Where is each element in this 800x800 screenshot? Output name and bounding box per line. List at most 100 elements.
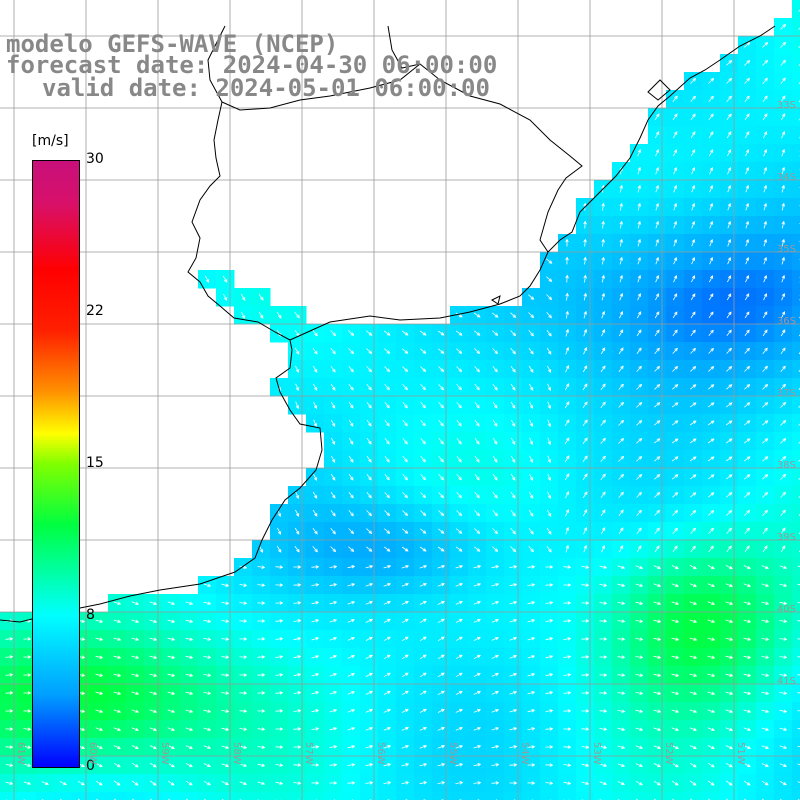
wind-arrow xyxy=(241,311,246,319)
wind-arrow xyxy=(763,166,768,175)
wind-arrow xyxy=(545,583,554,587)
wind-arrow xyxy=(636,474,643,480)
wind-arrow xyxy=(745,149,750,157)
wind-arrow xyxy=(113,745,121,750)
wind-arrow xyxy=(565,274,569,283)
wind-arrow xyxy=(23,781,32,785)
wind-arrow xyxy=(456,455,462,463)
wind-arrow xyxy=(583,238,587,247)
wind-arrow xyxy=(655,167,660,175)
wind-arrow xyxy=(617,727,626,731)
wind-arrow xyxy=(691,257,696,265)
lon-label: 56W xyxy=(375,742,386,765)
wind-arrow xyxy=(726,492,733,498)
wind-arrow xyxy=(312,365,318,373)
wind-arrow xyxy=(383,600,391,605)
wind-arrow xyxy=(797,781,800,783)
wind-arrow xyxy=(655,293,660,301)
wind-arrow xyxy=(366,401,372,409)
wind-arrow xyxy=(203,780,211,786)
wind-arrow xyxy=(761,709,770,713)
wind-arrow xyxy=(671,456,679,462)
wind-arrow xyxy=(780,509,786,516)
wind-arrow xyxy=(743,565,751,570)
wind-arrow xyxy=(131,655,140,659)
wind-arrow xyxy=(366,528,373,534)
wind-arrow xyxy=(348,455,354,463)
wind-arrow xyxy=(565,544,569,553)
wind-arrow xyxy=(743,619,752,623)
wind-arrow xyxy=(744,365,751,372)
wind-arrow xyxy=(311,745,320,749)
wind-arrow xyxy=(402,348,409,354)
wind-arrow xyxy=(689,438,697,444)
wind-arrow xyxy=(708,293,714,301)
wind-arrow xyxy=(654,420,661,426)
wind-arrow xyxy=(437,708,445,713)
wind-arrow xyxy=(707,474,715,480)
wind-arrow xyxy=(637,274,642,283)
wind-arrow xyxy=(600,473,606,480)
wind-arrow xyxy=(619,292,624,301)
wind-arrow xyxy=(599,763,608,767)
wind-speed-cell xyxy=(360,792,379,800)
wind-arrow xyxy=(725,402,733,408)
wind-arrow xyxy=(653,619,662,623)
wind-arrow xyxy=(780,41,787,48)
wind-arrow xyxy=(402,492,408,499)
wind-arrow xyxy=(565,526,570,535)
wind-speed-cell xyxy=(792,234,800,253)
wind-speed-cell xyxy=(432,792,451,800)
wind-speed-cell xyxy=(558,792,577,800)
wind-arrow xyxy=(330,419,336,427)
wind-speed-cell xyxy=(270,792,289,800)
wind-arrow xyxy=(437,781,446,785)
wind-arrow xyxy=(743,601,752,605)
wind-arrow xyxy=(600,527,606,535)
wind-arrow xyxy=(23,691,32,695)
wind-arrow xyxy=(239,781,248,786)
wind-arrow xyxy=(527,655,536,659)
wind-arrow xyxy=(401,330,409,336)
wind-arrow xyxy=(312,509,318,517)
wind-arrow xyxy=(510,330,517,337)
wind-arrow xyxy=(221,655,230,659)
wind-arrow xyxy=(23,673,32,677)
wind-arrow xyxy=(527,583,536,587)
wind-arrow xyxy=(762,59,769,66)
wind-arrow xyxy=(600,509,606,517)
wind-speed-cell xyxy=(288,792,307,800)
wind-arrow xyxy=(671,601,680,605)
wind-arrow xyxy=(762,347,768,354)
wind-arrow xyxy=(383,745,392,749)
wind-arrow xyxy=(510,473,516,481)
wind-speed-cell xyxy=(792,540,800,559)
wind-arrow xyxy=(455,565,464,569)
wind-speed-cell xyxy=(792,738,800,757)
wind-arrow xyxy=(781,184,785,193)
wind-arrow xyxy=(23,727,32,731)
wind-arrow xyxy=(727,185,732,193)
wind-arrow xyxy=(691,185,696,193)
wind-arrow xyxy=(347,763,356,767)
wind-speed-cell xyxy=(792,36,800,55)
wind-arrow xyxy=(348,473,354,481)
wind-speed-cell xyxy=(792,558,800,577)
wind-arrow xyxy=(637,220,641,229)
wind-arrow xyxy=(95,637,104,641)
wind-arrow xyxy=(745,275,750,283)
wind-arrow xyxy=(185,637,194,641)
wind-arrow xyxy=(437,636,445,642)
wind-arrow xyxy=(131,673,140,677)
wind-arrow xyxy=(455,672,463,678)
wind-arrow xyxy=(402,528,409,534)
wind-speed-cell xyxy=(72,792,91,800)
wind-speed-cell xyxy=(792,774,800,793)
wind-arrow xyxy=(671,691,680,695)
wind-arrow xyxy=(727,275,732,283)
wind-arrow xyxy=(545,601,554,605)
wind-speed-cell xyxy=(792,396,800,415)
wind-arrow xyxy=(671,673,680,677)
wind-arrow xyxy=(275,745,284,749)
wind-arrow xyxy=(689,420,697,426)
